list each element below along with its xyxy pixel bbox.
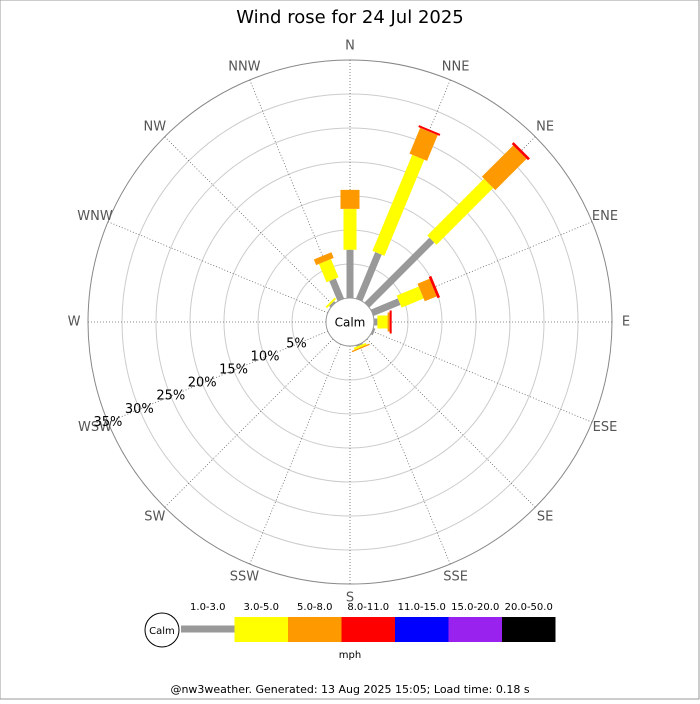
r-tick-label: 20% — [188, 376, 217, 391]
wind-bar — [427, 178, 494, 245]
spoke — [372, 330, 593, 423]
spoke — [366, 338, 536, 508]
chart-title: Wind rose for 24 Jul 2025 — [236, 7, 464, 28]
wind-bar — [396, 286, 424, 308]
direction-label: SE — [537, 510, 553, 525]
direction-label: NNE — [442, 60, 470, 75]
direction-label: SSW — [230, 569, 260, 584]
wind-bar — [329, 278, 345, 302]
direction-label: W — [68, 315, 81, 330]
wind-bar — [409, 127, 438, 161]
calm-circle — [325, 297, 375, 347]
footer: @nw3weather. Generated: 13 Aug 2025 15:0… — [170, 683, 529, 696]
r-tick-label: 10% — [251, 350, 280, 365]
r-tick-label: 30% — [125, 402, 154, 417]
spoke — [164, 338, 334, 508]
spoke — [107, 330, 328, 423]
legend-label: 3.0-5.0 — [244, 602, 279, 613]
r-tick-label: 15% — [219, 363, 248, 378]
wind-bar — [351, 343, 370, 353]
r-tick-label: 35% — [93, 415, 122, 430]
direction-label: WNW — [77, 209, 113, 224]
direction-label: NW — [144, 119, 167, 134]
wind-bar — [364, 237, 435, 308]
wind-bar — [481, 145, 527, 191]
legend-swatch — [395, 617, 449, 642]
direction-label: SSE — [443, 569, 468, 584]
wind-bar — [418, 125, 441, 136]
legend-calm — [144, 612, 180, 648]
legend-label: 11.0-15.0 — [398, 602, 446, 613]
r-tick-label: 5% — [286, 337, 307, 352]
wind-bar — [417, 278, 437, 302]
wind-bar — [511, 142, 530, 161]
wind-bar — [355, 251, 382, 302]
spoke — [107, 221, 328, 314]
legend-swatch — [448, 617, 502, 642]
legend-swatch — [502, 617, 556, 642]
calm-label: Calm — [335, 316, 366, 330]
spoke — [164, 136, 334, 306]
spoke — [358, 344, 451, 565]
direction-label: WSW — [78, 420, 112, 435]
direction-label: SW — [144, 510, 165, 525]
wind-bar — [428, 275, 441, 299]
direction-label: N — [345, 39, 355, 54]
legend-label: 1.0-3.0 — [190, 602, 225, 613]
spoke — [249, 344, 342, 565]
direction-label: E — [622, 315, 630, 330]
legend-label: 8.0-11.0 — [347, 602, 389, 613]
legend-calm-label: Calm — [149, 626, 175, 637]
direction-label: NNW — [228, 60, 260, 75]
direction-label: NE — [536, 119, 554, 134]
grid-ring — [155, 127, 545, 517]
r-tick-label: 25% — [156, 389, 185, 404]
wind-bar — [313, 252, 334, 266]
legend-swatch — [288, 617, 342, 642]
direction-label: S — [346, 591, 354, 606]
wind-bar — [325, 297, 337, 309]
wind-bar — [353, 342, 367, 350]
legend-label: 20.0-50.0 — [505, 602, 553, 613]
direction-label: ESE — [593, 420, 618, 435]
legend-swatch — [234, 617, 288, 642]
legend-swatch — [341, 617, 395, 642]
legend-label: 15.0-20.0 — [451, 602, 499, 613]
wind-bar — [372, 154, 425, 256]
unit-label: mph — [339, 650, 361, 661]
wind-bar — [370, 298, 401, 317]
legend-label: 5.0-8.0 — [297, 602, 332, 613]
direction-label: ENE — [592, 209, 618, 224]
wind-bar — [318, 259, 339, 283]
